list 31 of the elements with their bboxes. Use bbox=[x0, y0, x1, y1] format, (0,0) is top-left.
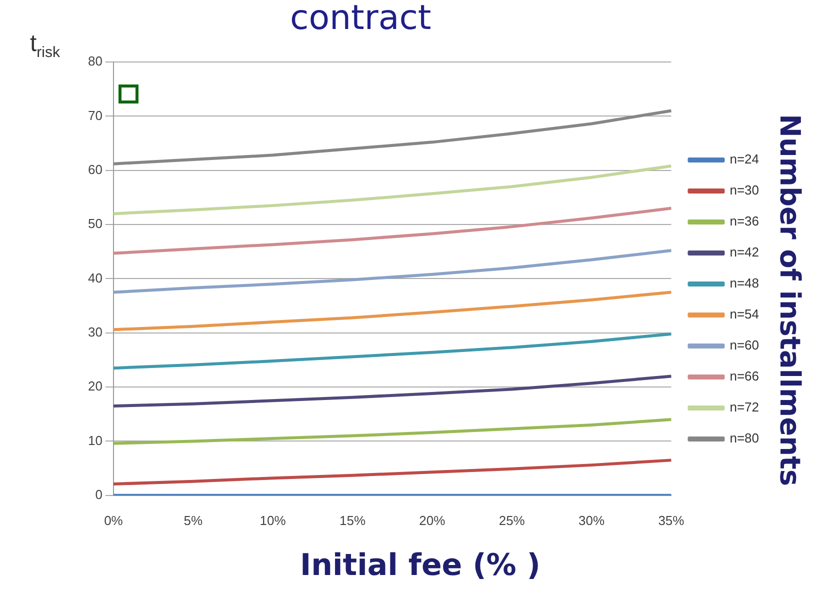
y-tick-label: 70 bbox=[88, 108, 102, 123]
legend-label: n=30 bbox=[730, 182, 760, 198]
y-tick-label: 80 bbox=[88, 54, 102, 69]
chart-title: contract bbox=[290, 0, 432, 38]
x-tick-label: 20% bbox=[419, 512, 446, 528]
y-tick-label: 30 bbox=[88, 324, 102, 340]
legend-label: n=42 bbox=[730, 244, 760, 260]
y-tick-label: 0 bbox=[95, 486, 102, 502]
legend-label: n=80 bbox=[730, 430, 760, 446]
x-axis-title: Initial fee (% ) bbox=[300, 548, 541, 583]
legend-label: n=48 bbox=[730, 276, 760, 291]
x-tick-label: 0% bbox=[104, 512, 124, 528]
legend-label: n=72 bbox=[730, 400, 760, 415]
x-tick-label: 30% bbox=[578, 512, 605, 528]
x-tick-label: 15% bbox=[339, 512, 366, 528]
y-axis-title: t$_{risk}$ bbox=[30, 30, 60, 61]
x-tick-label: 25% bbox=[498, 512, 526, 528]
legend-label: n=60 bbox=[730, 338, 760, 353]
legend-label: n=24 bbox=[730, 152, 760, 167]
legend-label: n=54 bbox=[730, 306, 760, 322]
y-tick-label: 10 bbox=[88, 432, 102, 448]
x-tick-label: 5% bbox=[184, 512, 203, 528]
x-tick-label: 10% bbox=[260, 512, 286, 528]
legend-label: n=66 bbox=[730, 368, 760, 384]
legend-title: Number of installments bbox=[774, 114, 806, 486]
legend-label: n=36 bbox=[730, 214, 760, 229]
y-tick-label: 20 bbox=[88, 378, 102, 394]
x-tick-label: 35% bbox=[658, 512, 685, 528]
y-tick-label: 50 bbox=[88, 216, 102, 232]
y-tick-label: 60 bbox=[88, 162, 102, 177]
y-tick-label: 40 bbox=[88, 270, 102, 286]
